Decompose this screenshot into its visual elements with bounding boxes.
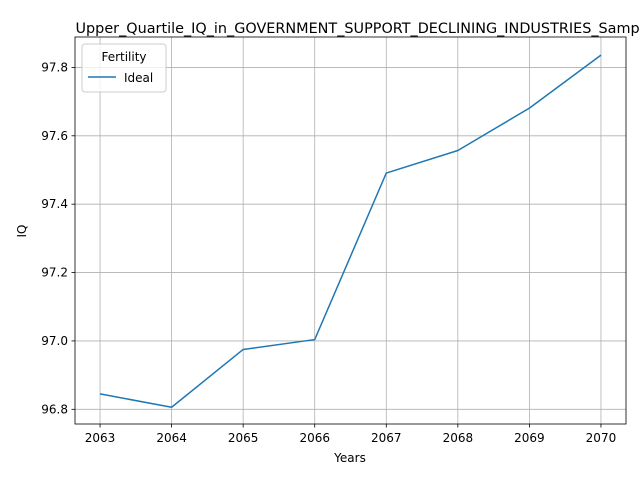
y-tick-label: 97.0 xyxy=(41,334,68,348)
y-tick-label: 97.8 xyxy=(41,60,68,74)
x-tick-label: 2063 xyxy=(85,431,116,445)
series-line-ideal xyxy=(99,54,602,408)
x-tick-label: 2064 xyxy=(156,431,187,445)
plot-frame xyxy=(74,36,627,425)
y-axis: 96.8 97.0 97.2 97.4 97.6 97.8 xyxy=(41,60,75,416)
x-tick-label: 2070 xyxy=(586,431,617,445)
legend: Fertility Ideal xyxy=(81,43,167,93)
series-layer xyxy=(99,54,602,408)
y-tick-label: 97.2 xyxy=(41,266,68,280)
x-tick-label: 2065 xyxy=(228,431,259,445)
x-tick-label: 2067 xyxy=(371,431,402,445)
y-tick-label: 97.6 xyxy=(41,129,68,143)
grid xyxy=(75,37,626,424)
x-tick-label: 2068 xyxy=(443,431,474,445)
x-tick-label: 2069 xyxy=(514,431,545,445)
x-axis: 2063 2064 2065 2066 2067 2068 2069 2070 xyxy=(85,424,616,445)
legend-label-ideal: Ideal xyxy=(124,71,153,85)
x-axis-label: Years xyxy=(333,451,366,465)
y-tick-label: 96.8 xyxy=(41,402,68,416)
legend-box xyxy=(81,43,167,93)
y-tick-label: 97.4 xyxy=(41,197,68,211)
chart-title: Upper_Quartile_IQ_in_GOVERNMENT_SUPPORT_… xyxy=(76,21,640,37)
legend-title: Fertility xyxy=(101,50,146,64)
x-tick-label: 2066 xyxy=(299,431,330,445)
y-axis-label: IQ xyxy=(15,225,29,238)
